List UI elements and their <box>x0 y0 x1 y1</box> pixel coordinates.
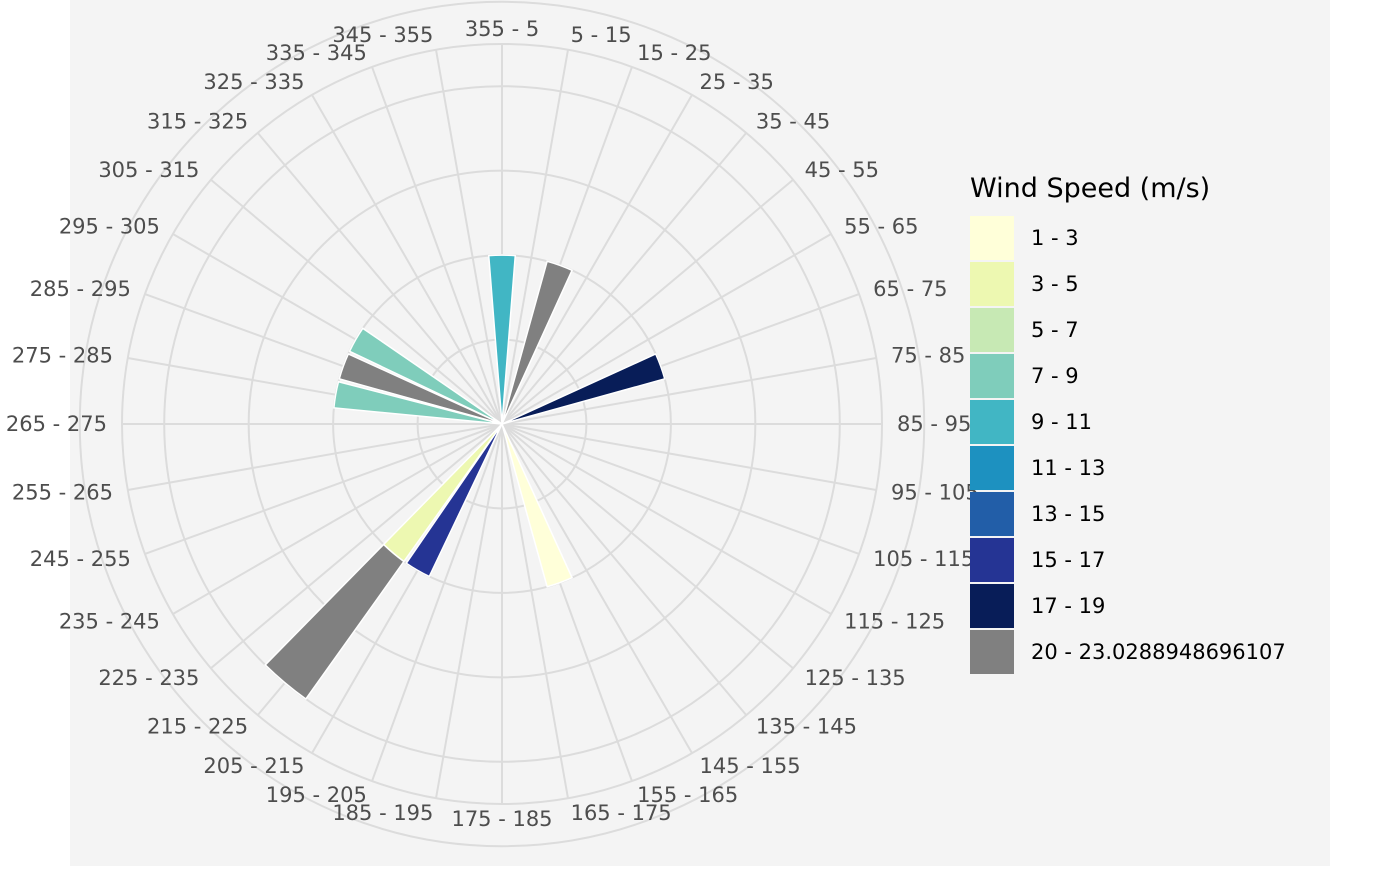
direction-tick-label: 135 - 145 <box>756 715 857 739</box>
direction-tick-label: 295 - 305 <box>59 215 160 239</box>
wind-bar-65-75 <box>501 352 666 425</box>
grid-spoke <box>501 423 832 615</box>
grid-spoke <box>311 94 503 425</box>
direction-tick-label: 285 - 295 <box>30 277 131 301</box>
direction-tick-label: 205 - 215 <box>203 754 304 778</box>
direction-tick-label: 5 - 15 <box>571 23 632 47</box>
legend-label: 3 - 5 <box>1031 272 1079 296</box>
direction-tick-label: 335 - 345 <box>266 41 367 65</box>
grid-spoke <box>144 423 503 555</box>
direction-tick-label: 355 - 5 <box>465 17 539 41</box>
direction-tick-label: 35 - 45 <box>756 109 830 133</box>
direction-tick-label: 55 - 65 <box>844 215 918 239</box>
grid-spoke <box>501 423 794 670</box>
legend-key <box>970 584 1014 628</box>
legend-label: 7 - 9 <box>1031 364 1079 388</box>
grid-spoke <box>501 423 877 491</box>
direction-tick-label: 245 - 255 <box>30 547 131 571</box>
wind-bar-285-295 <box>338 352 503 425</box>
direction-tick-label: 185 - 195 <box>332 801 433 825</box>
legend-label: 13 - 15 <box>1031 502 1105 526</box>
direction-tick-label: 215 - 225 <box>147 715 248 739</box>
direction-tick-label: 45 - 55 <box>805 158 879 182</box>
direction-tick-label: 255 - 265 <box>12 481 113 505</box>
grid-spoke <box>256 132 503 425</box>
direction-tick-label: 195 - 205 <box>266 783 367 807</box>
grid-spoke <box>435 423 503 799</box>
grid-spoke <box>501 49 569 425</box>
legend-key <box>970 216 1014 260</box>
grid-spoke <box>371 66 503 425</box>
legend-key <box>970 354 1014 398</box>
grid-spoke <box>501 233 832 425</box>
grid-spoke <box>501 423 569 799</box>
direction-tick-label: 235 - 245 <box>59 610 160 634</box>
legend-key <box>970 538 1014 582</box>
direction-tick-label: 275 - 285 <box>12 343 113 367</box>
legend-key <box>970 446 1014 490</box>
legend-key <box>970 492 1014 536</box>
grid-spoke <box>501 423 693 754</box>
grid-spoke <box>127 423 503 491</box>
legend-key <box>970 308 1014 352</box>
legend-label: 15 - 17 <box>1031 548 1105 572</box>
direction-tick-label: 175 - 185 <box>451 807 552 831</box>
legend-label: 11 - 13 <box>1031 456 1105 480</box>
plot-panel-background <box>70 0 1330 866</box>
direction-tick-label: 95 - 105 <box>891 481 979 505</box>
grid-spoke <box>501 178 794 425</box>
grid-layer <box>78 0 926 848</box>
grid-spoke <box>210 178 503 425</box>
direction-tick-label: 145 - 155 <box>700 754 801 778</box>
legend-label: 1 - 3 <box>1031 226 1079 250</box>
legend-label: 9 - 11 <box>1031 410 1092 434</box>
grid-spoke <box>501 132 748 425</box>
direction-tick-label: 305 - 315 <box>98 158 199 182</box>
direction-tick-label: 165 - 175 <box>571 801 672 825</box>
direction-tick-label: 15 - 25 <box>637 41 711 65</box>
direction-tick-label: 345 - 355 <box>332 23 433 47</box>
wind-bar-205-215 <box>405 423 503 578</box>
wind-bar-215-225 <box>264 543 405 701</box>
direction-tick-label: 265 - 275 <box>6 412 107 436</box>
direction-tick-label: 105 - 115 <box>873 547 974 571</box>
grid-spoke <box>210 423 503 670</box>
legend-key <box>970 400 1014 444</box>
wind-bar-275-285 <box>333 380 503 425</box>
grid-spoke <box>501 423 860 555</box>
grid-spoke <box>501 94 693 425</box>
direction-tick-label: 25 - 35 <box>700 70 774 94</box>
legend-key <box>970 630 1014 674</box>
direction-tick-label: 315 - 325 <box>147 109 248 133</box>
grid-spoke <box>501 357 877 425</box>
direction-tick-label: 115 - 125 <box>844 610 945 634</box>
wind-bar-15-25 <box>501 260 574 425</box>
grid-ring <box>78 0 926 848</box>
wind-bar-355-5 <box>487 254 517 425</box>
bars-layer <box>264 254 666 701</box>
direction-tick-label: 225 - 235 <box>98 666 199 690</box>
legend-title: Wind Speed (m/s) <box>970 173 1210 204</box>
legend: Wind Speed (m/s) 1 - 3 3 - 5 5 - 7 7 - 9 9 -… <box>970 173 1286 674</box>
grid-spoke <box>501 423 748 716</box>
direction-tick-label: 155 - 165 <box>637 783 738 807</box>
wind-bar-295-305 <box>348 327 503 425</box>
legend-label: 20 - 23.0288948696107 <box>1031 640 1286 664</box>
legend-label: 5 - 7 <box>1031 318 1079 342</box>
legend-label: 17 - 19 <box>1031 594 1105 618</box>
direction-tick-label: 125 - 135 <box>805 666 906 690</box>
grid-spoke <box>371 423 503 782</box>
grid-spoke <box>435 49 503 425</box>
direction-tick-label: 65 - 75 <box>873 277 947 301</box>
direction-tick-label: 75 - 85 <box>891 343 965 367</box>
direction-tick-label: 325 - 335 <box>203 70 304 94</box>
direction-tick-label: 85 - 95 <box>897 412 971 436</box>
wind-bar-155-165 <box>501 423 574 588</box>
grid-spoke <box>172 423 503 615</box>
legend-key <box>970 262 1014 306</box>
